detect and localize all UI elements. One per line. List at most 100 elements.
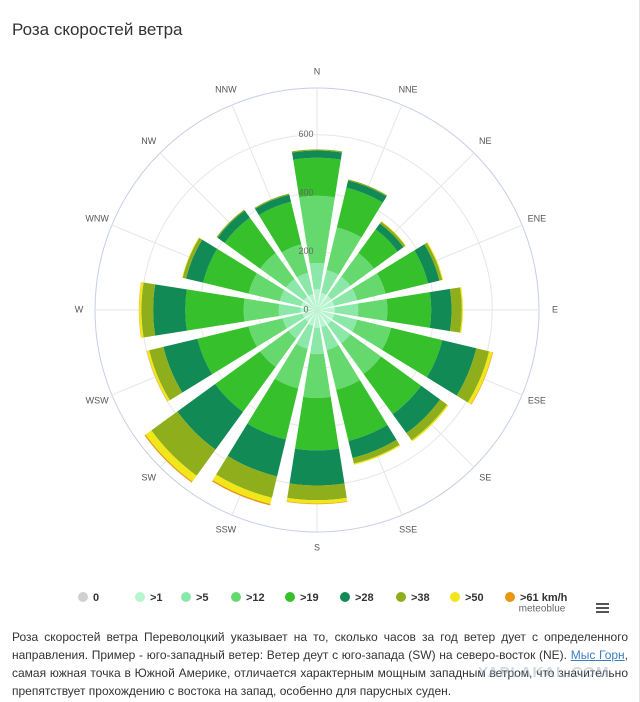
bar-segment bbox=[301, 301, 317, 310]
bar-segment bbox=[348, 179, 388, 197]
bar-segment bbox=[247, 378, 299, 440]
watermark: YAPLAKAL.COM bbox=[478, 664, 610, 681]
bar-segment bbox=[248, 318, 287, 347]
bar-segment bbox=[279, 290, 304, 307]
bar-segment bbox=[286, 279, 308, 301]
bar-segment bbox=[309, 262, 325, 290]
y-tick-label: 600 bbox=[298, 129, 313, 139]
link[interactable]: Мыс Горн bbox=[570, 648, 625, 662]
bar-segment bbox=[352, 439, 400, 464]
bar-segment bbox=[375, 223, 404, 252]
bar-segment bbox=[382, 327, 443, 378]
bar-segment bbox=[281, 244, 309, 278]
menu-button[interactable] bbox=[596, 603, 609, 613]
bar-segment bbox=[414, 244, 440, 284]
bar-segment bbox=[314, 310, 320, 328]
bar-segment bbox=[317, 295, 332, 310]
direction-label: ESE bbox=[528, 395, 546, 405]
bar-segment bbox=[334, 303, 359, 317]
bar-segment bbox=[145, 430, 197, 482]
bar-segment bbox=[163, 338, 213, 393]
bar-segment bbox=[186, 239, 218, 283]
bar-segment bbox=[321, 269, 339, 295]
legend-label: >1 bbox=[150, 592, 163, 604]
legend-label: >5 bbox=[196, 592, 209, 604]
direction-label: W bbox=[75, 304, 84, 314]
chart: N NNE NE ENE E ESE SE SSE S SSW SW WSW W WNW NW NNW 0 200… bbox=[75, 66, 609, 615]
bar-segment bbox=[292, 150, 342, 160]
bar-segment bbox=[212, 474, 272, 504]
bar-segment bbox=[224, 217, 276, 269]
bar-segment bbox=[363, 356, 422, 415]
bar-segment bbox=[211, 480, 271, 506]
description: Роза скоростей ветра Переволоцкий указыв… bbox=[12, 628, 628, 700]
bar-segment bbox=[227, 423, 286, 477]
bar-segment bbox=[467, 351, 493, 405]
bar-segment bbox=[293, 157, 341, 198]
bar-segment bbox=[341, 253, 374, 286]
legend-label: >38 bbox=[411, 592, 430, 604]
bar-segment bbox=[406, 399, 448, 441]
direction-label: SSW bbox=[216, 524, 237, 534]
legend-label: >61 km/h bbox=[520, 592, 568, 604]
bar-segment bbox=[151, 411, 216, 476]
bar-segment bbox=[185, 289, 245, 331]
legend-label: >28 bbox=[355, 592, 374, 604]
bar-segment bbox=[282, 313, 305, 329]
bar-segment bbox=[308, 294, 317, 310]
bar-segment bbox=[327, 276, 351, 300]
direction-label: S bbox=[314, 542, 320, 552]
menu-bar bbox=[596, 607, 609, 609]
y-tick-label: 400 bbox=[298, 188, 313, 198]
bar-segment bbox=[260, 253, 295, 288]
bar-segment bbox=[352, 273, 386, 301]
bar-segment bbox=[286, 497, 348, 504]
bar-segment bbox=[299, 195, 335, 264]
direction-label: SSE bbox=[399, 524, 417, 534]
bar-segment bbox=[300, 307, 317, 313]
legend-marker bbox=[450, 592, 460, 602]
bar-segment bbox=[317, 310, 327, 328]
menu-bar bbox=[596, 603, 609, 605]
bar-segment bbox=[426, 340, 477, 396]
legend-marker bbox=[78, 592, 88, 602]
bar-segment bbox=[286, 501, 348, 505]
legend-marker bbox=[396, 592, 406, 602]
bar-segment bbox=[254, 193, 290, 209]
bar-segment bbox=[377, 250, 429, 294]
bar-segment bbox=[258, 201, 302, 253]
bar-segment bbox=[379, 221, 406, 248]
description-text: Роза скоростей ветра Переволоцкий указыв… bbox=[12, 630, 628, 662]
direction-label: ENE bbox=[528, 213, 547, 223]
bar-segment bbox=[203, 248, 257, 294]
bar-segment bbox=[411, 404, 449, 442]
bar-segment bbox=[353, 444, 401, 465]
bar-segment bbox=[429, 288, 452, 332]
bar-segment bbox=[288, 318, 309, 339]
bar-segment bbox=[336, 379, 388, 441]
bar-segment bbox=[295, 396, 339, 451]
bar-segment bbox=[141, 282, 156, 338]
bar-segment bbox=[260, 330, 297, 367]
bar-segment bbox=[317, 300, 335, 310]
bar-segment bbox=[216, 209, 245, 238]
bar-segment bbox=[291, 149, 343, 153]
bar-segment bbox=[327, 320, 351, 344]
bar-segment bbox=[321, 325, 339, 351]
credit: meteoblue bbox=[519, 604, 566, 615]
bar-segment bbox=[302, 310, 317, 318]
bar-segment bbox=[348, 424, 397, 458]
legend-marker bbox=[340, 592, 350, 602]
direction-label: NNW bbox=[215, 84, 237, 94]
bar-segment bbox=[336, 187, 383, 238]
direction-label: N bbox=[314, 66, 321, 76]
bar-segment bbox=[352, 319, 392, 350]
legend-label: >50 bbox=[465, 592, 484, 604]
bar-segment bbox=[278, 304, 301, 316]
bar-segment bbox=[332, 314, 358, 332]
legend-marker bbox=[505, 592, 515, 602]
bar-segment bbox=[313, 289, 321, 310]
direction-label: NE bbox=[479, 136, 492, 146]
bar-segment bbox=[326, 345, 360, 390]
